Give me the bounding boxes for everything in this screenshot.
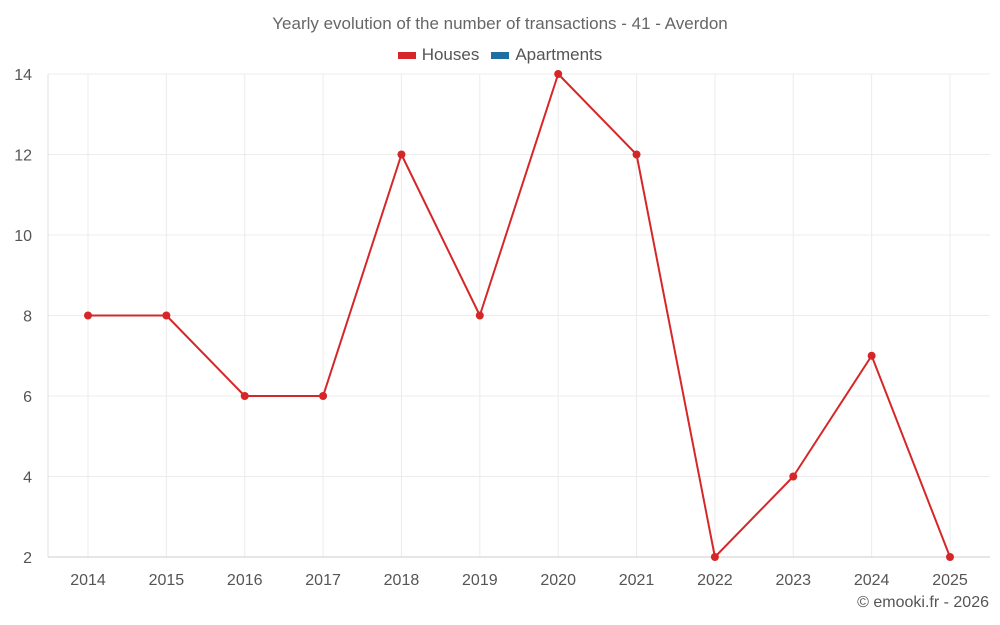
data-point-houses-2025 (946, 553, 954, 561)
data-point-houses-2020 (554, 70, 563, 78)
data-point-houses-2022 (710, 553, 719, 561)
y-tick-label-6: 6 (23, 389, 32, 406)
series-line-houses (88, 73, 951, 558)
data-point-houses-2019 (475, 311, 484, 320)
y-tick-label-10: 10 (14, 228, 32, 245)
x-tick-label-2024: 2024 (854, 572, 890, 589)
x-tick-label-2020: 2020 (540, 572, 576, 589)
y-tick-label-4: 4 (23, 470, 32, 487)
series (84, 70, 954, 561)
x-tick-label-2017: 2017 (305, 572, 341, 589)
x-tick-label-2018: 2018 (384, 572, 420, 589)
y-tick-label-12: 12 (14, 148, 32, 165)
axes: 2 4 6 8 10 12 14 2014 2015 2016 2017 2018 2019 2020 20… (14, 67, 990, 589)
chart-title: Yearly evolution of the number of transa… (272, 14, 728, 33)
legend-item-apartments[interactable]: Apartments (491, 45, 602, 65)
data-point-houses-2016 (240, 392, 249, 400)
data-point-houses-2024 (867, 351, 876, 360)
y-tick-label-14: 14 (14, 67, 32, 84)
legend: Houses Apartments (0, 45, 1000, 65)
x-tick-label-2016: 2016 (227, 572, 263, 589)
x-tick-label-2025: 2025 (932, 572, 968, 589)
legend-label-apartments: Apartments (515, 45, 603, 64)
data-point-houses-2018 (397, 150, 406, 159)
data-point-houses-2017 (319, 392, 328, 400)
x-tick-label-2022: 2022 (697, 572, 733, 589)
data-point-houses-2015 (162, 311, 171, 320)
x-tick-label-2023: 2023 (775, 572, 811, 589)
data-point-houses-2021 (632, 150, 641, 159)
legend-swatch-houses (397, 51, 416, 59)
data-point-houses-2023 (789, 472, 798, 481)
x-tick-label-2015: 2015 (149, 572, 185, 589)
y-tick-label-2: 2 (23, 550, 32, 567)
grid (48, 73, 990, 557)
data-point-houses-2014 (84, 311, 92, 320)
x-tick-label-2019: 2019 (462, 572, 498, 589)
y-tick-label-8: 8 (23, 309, 32, 326)
x-tick-label-2014: 2014 (70, 572, 106, 589)
legend-item-houses[interactable]: Houses (397, 45, 480, 65)
legend-swatch-apartments (491, 51, 510, 59)
credit-text: © emooki.fr - 2026 (857, 594, 989, 611)
legend-label-houses: Houses (421, 45, 480, 64)
x-tick-label-2021: 2021 (619, 572, 655, 589)
